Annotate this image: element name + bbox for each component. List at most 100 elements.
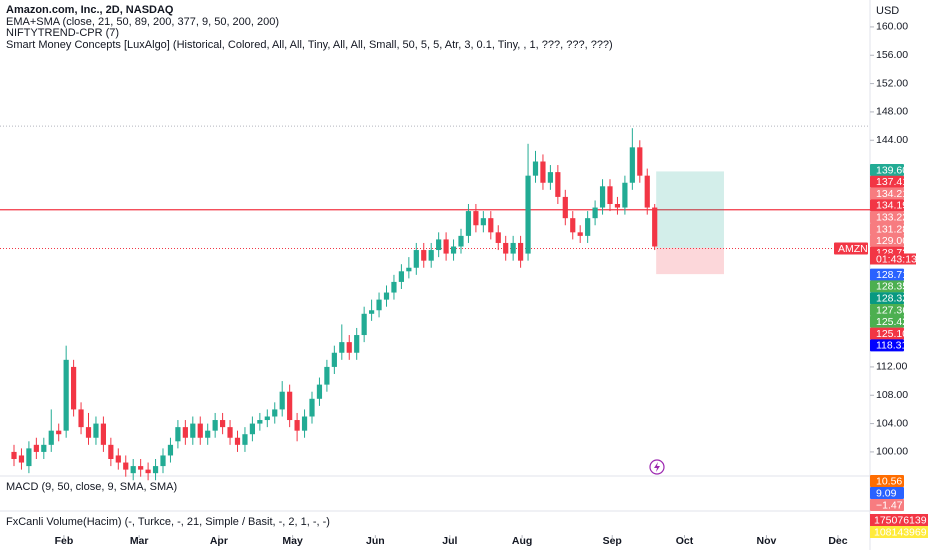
x-tick-label: Jun xyxy=(366,535,385,547)
candle-body xyxy=(287,391,293,421)
candle-body xyxy=(316,384,323,399)
candle-body xyxy=(473,211,479,226)
candle-body xyxy=(220,420,226,428)
candle-body xyxy=(361,313,367,336)
y-tick-label: 148.00 xyxy=(876,106,908,118)
candle-body xyxy=(450,246,457,254)
candle-body xyxy=(26,448,32,467)
price-label-bg xyxy=(870,187,904,200)
candle-body xyxy=(614,204,621,208)
price-label: 131.28 xyxy=(876,223,908,235)
candle-body xyxy=(249,423,256,435)
candle-body xyxy=(123,462,129,470)
position-target xyxy=(656,171,724,248)
candle-body xyxy=(108,444,114,459)
candle-body xyxy=(48,430,54,445)
candle-body xyxy=(376,299,382,311)
candle-body xyxy=(503,242,509,254)
volume-label-bg xyxy=(870,526,928,538)
countdown-bg xyxy=(870,253,916,265)
candle-body xyxy=(234,437,241,445)
candle-body xyxy=(622,182,628,208)
x-tick-label: Aug xyxy=(512,535,532,547)
candle-body xyxy=(145,469,151,474)
indicator-legend: EMA+SMA (close, 21, 50, 89, 200, 377, 9,… xyxy=(6,16,279,28)
candle-body xyxy=(510,242,516,254)
price-label-bg xyxy=(870,327,904,340)
y-tick-label: 144.00 xyxy=(876,134,908,146)
macd-label-bg xyxy=(870,487,904,499)
candle-body xyxy=(413,250,419,268)
candle-body xyxy=(391,281,397,293)
candle-body xyxy=(599,186,606,208)
x-tick-label: May xyxy=(282,535,303,547)
candle-body xyxy=(354,335,360,353)
price-label: 128.71 xyxy=(876,269,908,281)
y-tick-label: 152.00 xyxy=(876,77,908,89)
price-label-bg xyxy=(870,339,904,352)
candle-body xyxy=(227,427,233,438)
price-label: 134.21 xyxy=(876,188,908,200)
candle-body xyxy=(488,218,494,233)
y-tick-label: 104.00 xyxy=(876,417,908,429)
candle-body xyxy=(525,175,531,254)
candle-body xyxy=(130,466,136,474)
macd-label: 10.56 xyxy=(876,475,902,487)
price-label-bg xyxy=(870,164,904,176)
candle-body xyxy=(93,423,99,438)
candle-body xyxy=(495,232,501,243)
candle-body xyxy=(324,366,330,385)
price-label: 134.19 xyxy=(876,200,908,212)
candle-body xyxy=(197,423,203,438)
position-stop xyxy=(656,247,724,275)
candle-body xyxy=(18,455,25,463)
candle-body xyxy=(629,147,635,183)
x-tick-label: Apr xyxy=(210,535,228,547)
price-label: 133.22 xyxy=(876,211,908,223)
plot-area xyxy=(0,125,870,481)
price-label-bg xyxy=(870,175,904,188)
macd-label-bg xyxy=(870,475,904,487)
candle-body xyxy=(205,430,211,438)
macd-label-bg xyxy=(870,499,904,511)
candle-body xyxy=(421,250,427,261)
volume-label-bg xyxy=(870,514,928,526)
symbol-badge-bg xyxy=(834,242,868,255)
candle-body xyxy=(33,444,39,452)
candle-body xyxy=(592,207,598,219)
candle-body xyxy=(138,466,144,470)
y-tick-label: 156.00 xyxy=(876,49,908,61)
candle-body xyxy=(242,434,248,445)
volume-title: FxCanli Volume(Hacim) (-, Turkce, -, 21,… xyxy=(6,516,330,528)
candle-body xyxy=(369,310,375,314)
chart-title: Amazon.com, Inc., 2D, NASDAQ xyxy=(6,4,174,16)
candle-body xyxy=(175,427,181,442)
x-tick-label: Jul xyxy=(442,535,457,547)
candle-body xyxy=(607,186,613,204)
macd-label: 9.09 xyxy=(876,487,897,499)
candle-body xyxy=(480,218,486,226)
candle-body xyxy=(78,409,84,428)
currency: USD xyxy=(876,5,899,17)
x-tick-label: Nov xyxy=(757,535,777,547)
candle-body xyxy=(115,455,121,463)
x-tick-label: Sep xyxy=(603,535,622,547)
candle-body xyxy=(56,430,62,435)
candle-body xyxy=(152,466,159,474)
candle-body xyxy=(100,423,107,445)
price-label: 127.36 xyxy=(876,304,908,316)
candle-body xyxy=(577,232,583,236)
candle-body xyxy=(637,147,643,176)
price-label-bg xyxy=(870,268,904,281)
alert-icon[interactable] xyxy=(649,459,665,475)
candle-body xyxy=(85,427,92,438)
candle-body xyxy=(309,398,315,417)
candle-body xyxy=(71,366,77,410)
price-label: 125.10 xyxy=(876,328,908,340)
candle-body xyxy=(428,250,434,261)
countdown: 01:43:13 xyxy=(876,253,917,265)
symbol-badge: AMZN xyxy=(838,243,868,255)
candle-body xyxy=(257,420,263,424)
